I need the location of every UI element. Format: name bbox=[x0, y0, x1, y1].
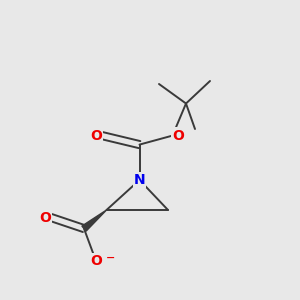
Text: O: O bbox=[172, 129, 184, 142]
Text: O: O bbox=[90, 129, 102, 142]
Text: N: N bbox=[134, 173, 145, 187]
Text: O: O bbox=[39, 211, 51, 224]
Polygon shape bbox=[82, 210, 106, 231]
Text: −: − bbox=[106, 252, 115, 262]
Text: O: O bbox=[90, 254, 102, 268]
